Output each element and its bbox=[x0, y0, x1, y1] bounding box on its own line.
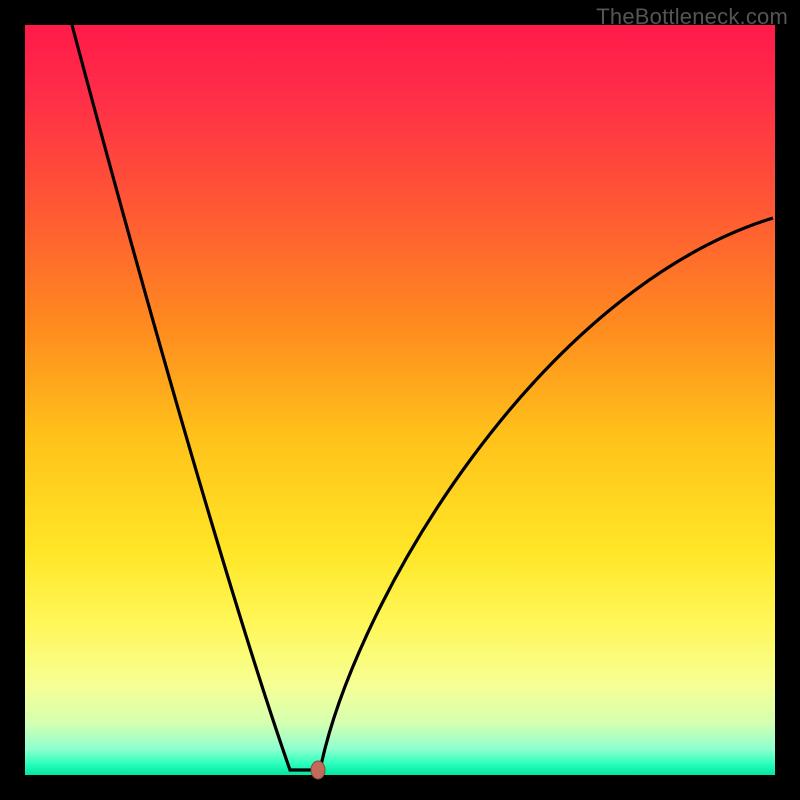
watermark-text: TheBottleneck.com bbox=[596, 4, 788, 30]
chart-container: TheBottleneck.com bbox=[0, 0, 800, 800]
plot-area bbox=[25, 25, 775, 775]
minimum-marker bbox=[311, 761, 325, 779]
bottleneck-curve-chart bbox=[0, 0, 800, 800]
